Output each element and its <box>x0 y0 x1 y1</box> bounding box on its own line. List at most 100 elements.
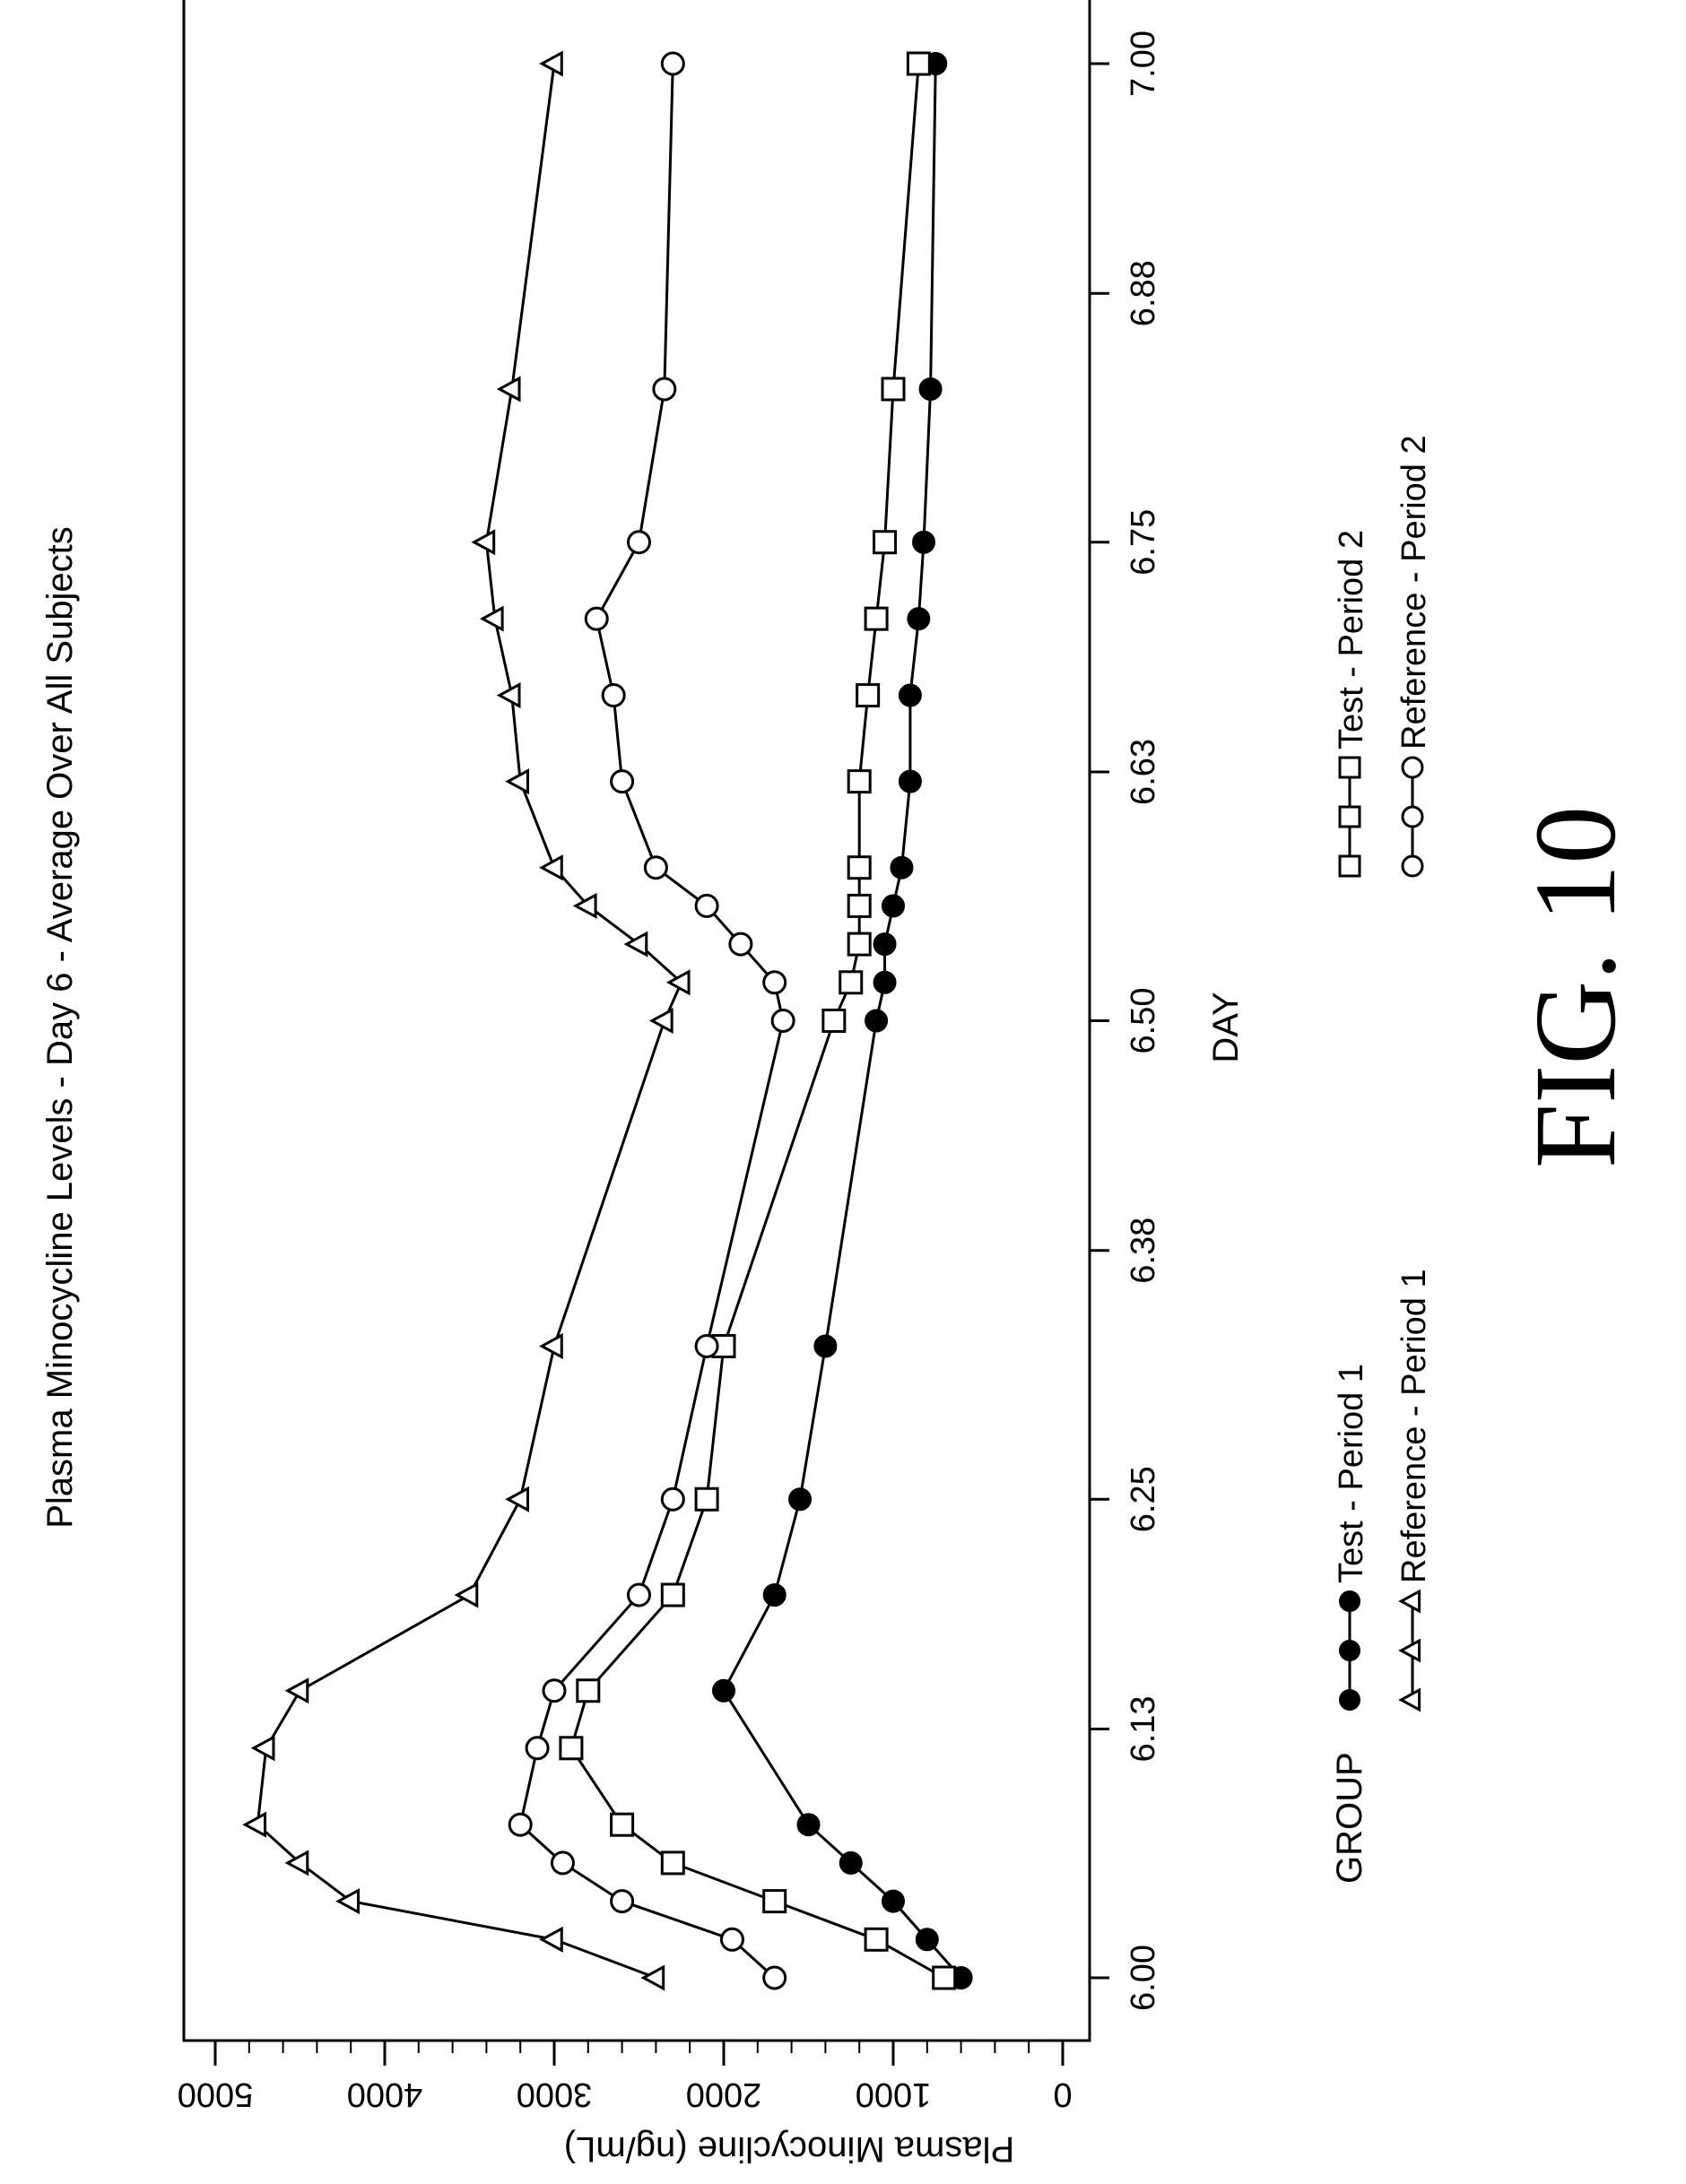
data-point-open-circle <box>508 1812 533 1837</box>
data-point-open-triangle <box>539 854 563 881</box>
data-point-filled-circle <box>898 769 922 793</box>
legend-label: Test - Period 1 <box>1333 1364 1370 1583</box>
legend: GROUP Test - Period 1 Reference - Period … <box>1330 435 1433 1884</box>
data-point-open-square <box>873 530 898 555</box>
y-tick-label: 3000 <box>517 2076 593 2113</box>
data-point-open-circle <box>1401 854 1424 878</box>
data-point-filled-circle <box>762 1583 787 1607</box>
data-point-open-circle <box>1401 805 1424 828</box>
data-point-open-square <box>660 1850 685 1876</box>
data-point-open-circle <box>584 606 609 631</box>
x-tick-label: 6.75 <box>1125 509 1162 576</box>
data-point-open-triangle <box>496 682 521 709</box>
y-tick-label: 2000 <box>686 2076 762 2113</box>
legend-entry: Test - Period 1 <box>1333 1364 1370 1711</box>
data-point-open-circle <box>627 1582 651 1608</box>
data-point-filled-circle <box>907 607 931 631</box>
legend-title: GROUP <box>1330 1752 1369 1884</box>
data-point-open-triangle <box>250 1735 275 1762</box>
data-point-filled-circle <box>873 932 897 957</box>
data-point-open-triangle <box>242 1811 267 1838</box>
data-point-open-circle <box>550 1850 575 1876</box>
chart-title: Plasma Minocycline Levels - Day 6 - Aver… <box>40 526 80 1529</box>
data-point-filled-circle <box>873 970 897 994</box>
data-point-open-square <box>694 1486 719 1512</box>
data-point-open-circle <box>660 51 685 76</box>
data-point-open-circle <box>1401 756 1424 779</box>
data-point-filled-circle <box>839 1850 863 1875</box>
data-point-open-circle <box>525 1736 550 1761</box>
y-tick-label: 0 <box>1053 2076 1072 2113</box>
data-point-open-square <box>762 1889 787 1914</box>
x-tick-label: 6.50 <box>1125 988 1162 1054</box>
data-point-filled-circle <box>796 1813 821 1837</box>
data-point-open-triangle <box>1398 1638 1421 1663</box>
x-axis-label: DAY <box>1206 992 1246 1062</box>
data-point-open-circle <box>542 1678 567 1703</box>
data-point-filled-circle <box>918 377 943 401</box>
data-point-open-square <box>576 1678 601 1703</box>
data-point-filled-circle <box>813 1334 838 1358</box>
data-point-open-circle <box>719 1927 744 1952</box>
legend-label: Test - Period 2 <box>1333 530 1370 750</box>
legend-entry: Test - Period 2 <box>1333 530 1370 878</box>
y-axis: 0 1000 2000 3000 4000 5000 <box>178 2041 1073 2113</box>
data-point-open-circle <box>770 1009 795 1033</box>
x-tick-label: 6.38 <box>1125 1218 1162 1284</box>
data-point-open-triangle <box>454 1582 479 1608</box>
data-point-open-square <box>856 683 881 708</box>
data-point-open-square <box>906 51 931 76</box>
data-point-open-circle <box>762 1965 787 1990</box>
data-point-open-triangle <box>505 768 529 795</box>
data-point-filled-circle <box>915 1928 939 1952</box>
series-line <box>569 63 945 1980</box>
data-point-open-triangle <box>1398 1589 1421 1614</box>
data-point-open-triangle <box>665 969 691 996</box>
data-point-open-circle <box>627 530 651 555</box>
data-point-open-circle <box>694 893 719 918</box>
plot-frame <box>182 0 1091 2042</box>
data-point-open-square <box>864 1927 889 1952</box>
data-point-filled-circle <box>882 1889 905 1913</box>
x-axis: 6.00 6.13 6.25 6.38 6.50 6.63 6.75 6.88 7.00 <box>1090 30 1162 2011</box>
data-point-filled-circle <box>912 530 936 554</box>
x-tick-label: 6.13 <box>1125 1695 1162 1762</box>
data-point-open-triangle <box>648 1007 674 1035</box>
data-point-open-circle <box>652 377 677 402</box>
legend-label: Reference - Period 2 <box>1395 435 1433 750</box>
data-point-open-triangle <box>479 605 504 632</box>
data-point-open-circle <box>601 683 626 708</box>
data-point-filled-circle <box>712 1678 735 1703</box>
figure-label: FIG. 10 <box>1511 806 1640 1168</box>
data-point-open-square <box>839 970 864 995</box>
x-tick-label: 6.88 <box>1125 260 1162 326</box>
data-point-open-square <box>610 1812 635 1837</box>
data-point-open-square <box>847 855 872 880</box>
data-point-filled-circle <box>1339 1689 1360 1711</box>
x-tick-label: 7.00 <box>1125 30 1162 97</box>
data-point-open-square <box>821 1009 847 1033</box>
y-tick-label: 5000 <box>178 2076 254 2113</box>
y-tick-label: 4000 <box>347 2076 423 2113</box>
data-point-open-circle <box>610 1889 635 1914</box>
y-axis-label: Plasma Minocycline (ng/mL) <box>564 2129 1014 2169</box>
data-point-open-triangle <box>284 1850 309 1876</box>
data-point-filled-circle <box>890 855 914 880</box>
data-point-open-circle <box>728 932 753 957</box>
data-point-open-triangle <box>505 1486 529 1512</box>
data-point-filled-circle <box>898 683 922 707</box>
data-point-open-square <box>660 1582 685 1608</box>
series-3 <box>559 51 957 1990</box>
series-4 <box>508 51 795 1990</box>
data-point-open-triangle <box>640 1964 665 1991</box>
data-point-open-triangle <box>539 1332 563 1359</box>
data-point-open-circle <box>643 855 668 880</box>
data-point-open-circle <box>762 970 787 995</box>
data-point-open-square <box>1338 854 1361 878</box>
data-point-open-triangle <box>539 50 563 77</box>
data-point-open-triangle <box>496 376 521 403</box>
legend-label: Reference - Period 1 <box>1395 1269 1433 1583</box>
x-tick-label: 6.25 <box>1125 1466 1162 1532</box>
data-point-open-triangle <box>572 892 597 919</box>
